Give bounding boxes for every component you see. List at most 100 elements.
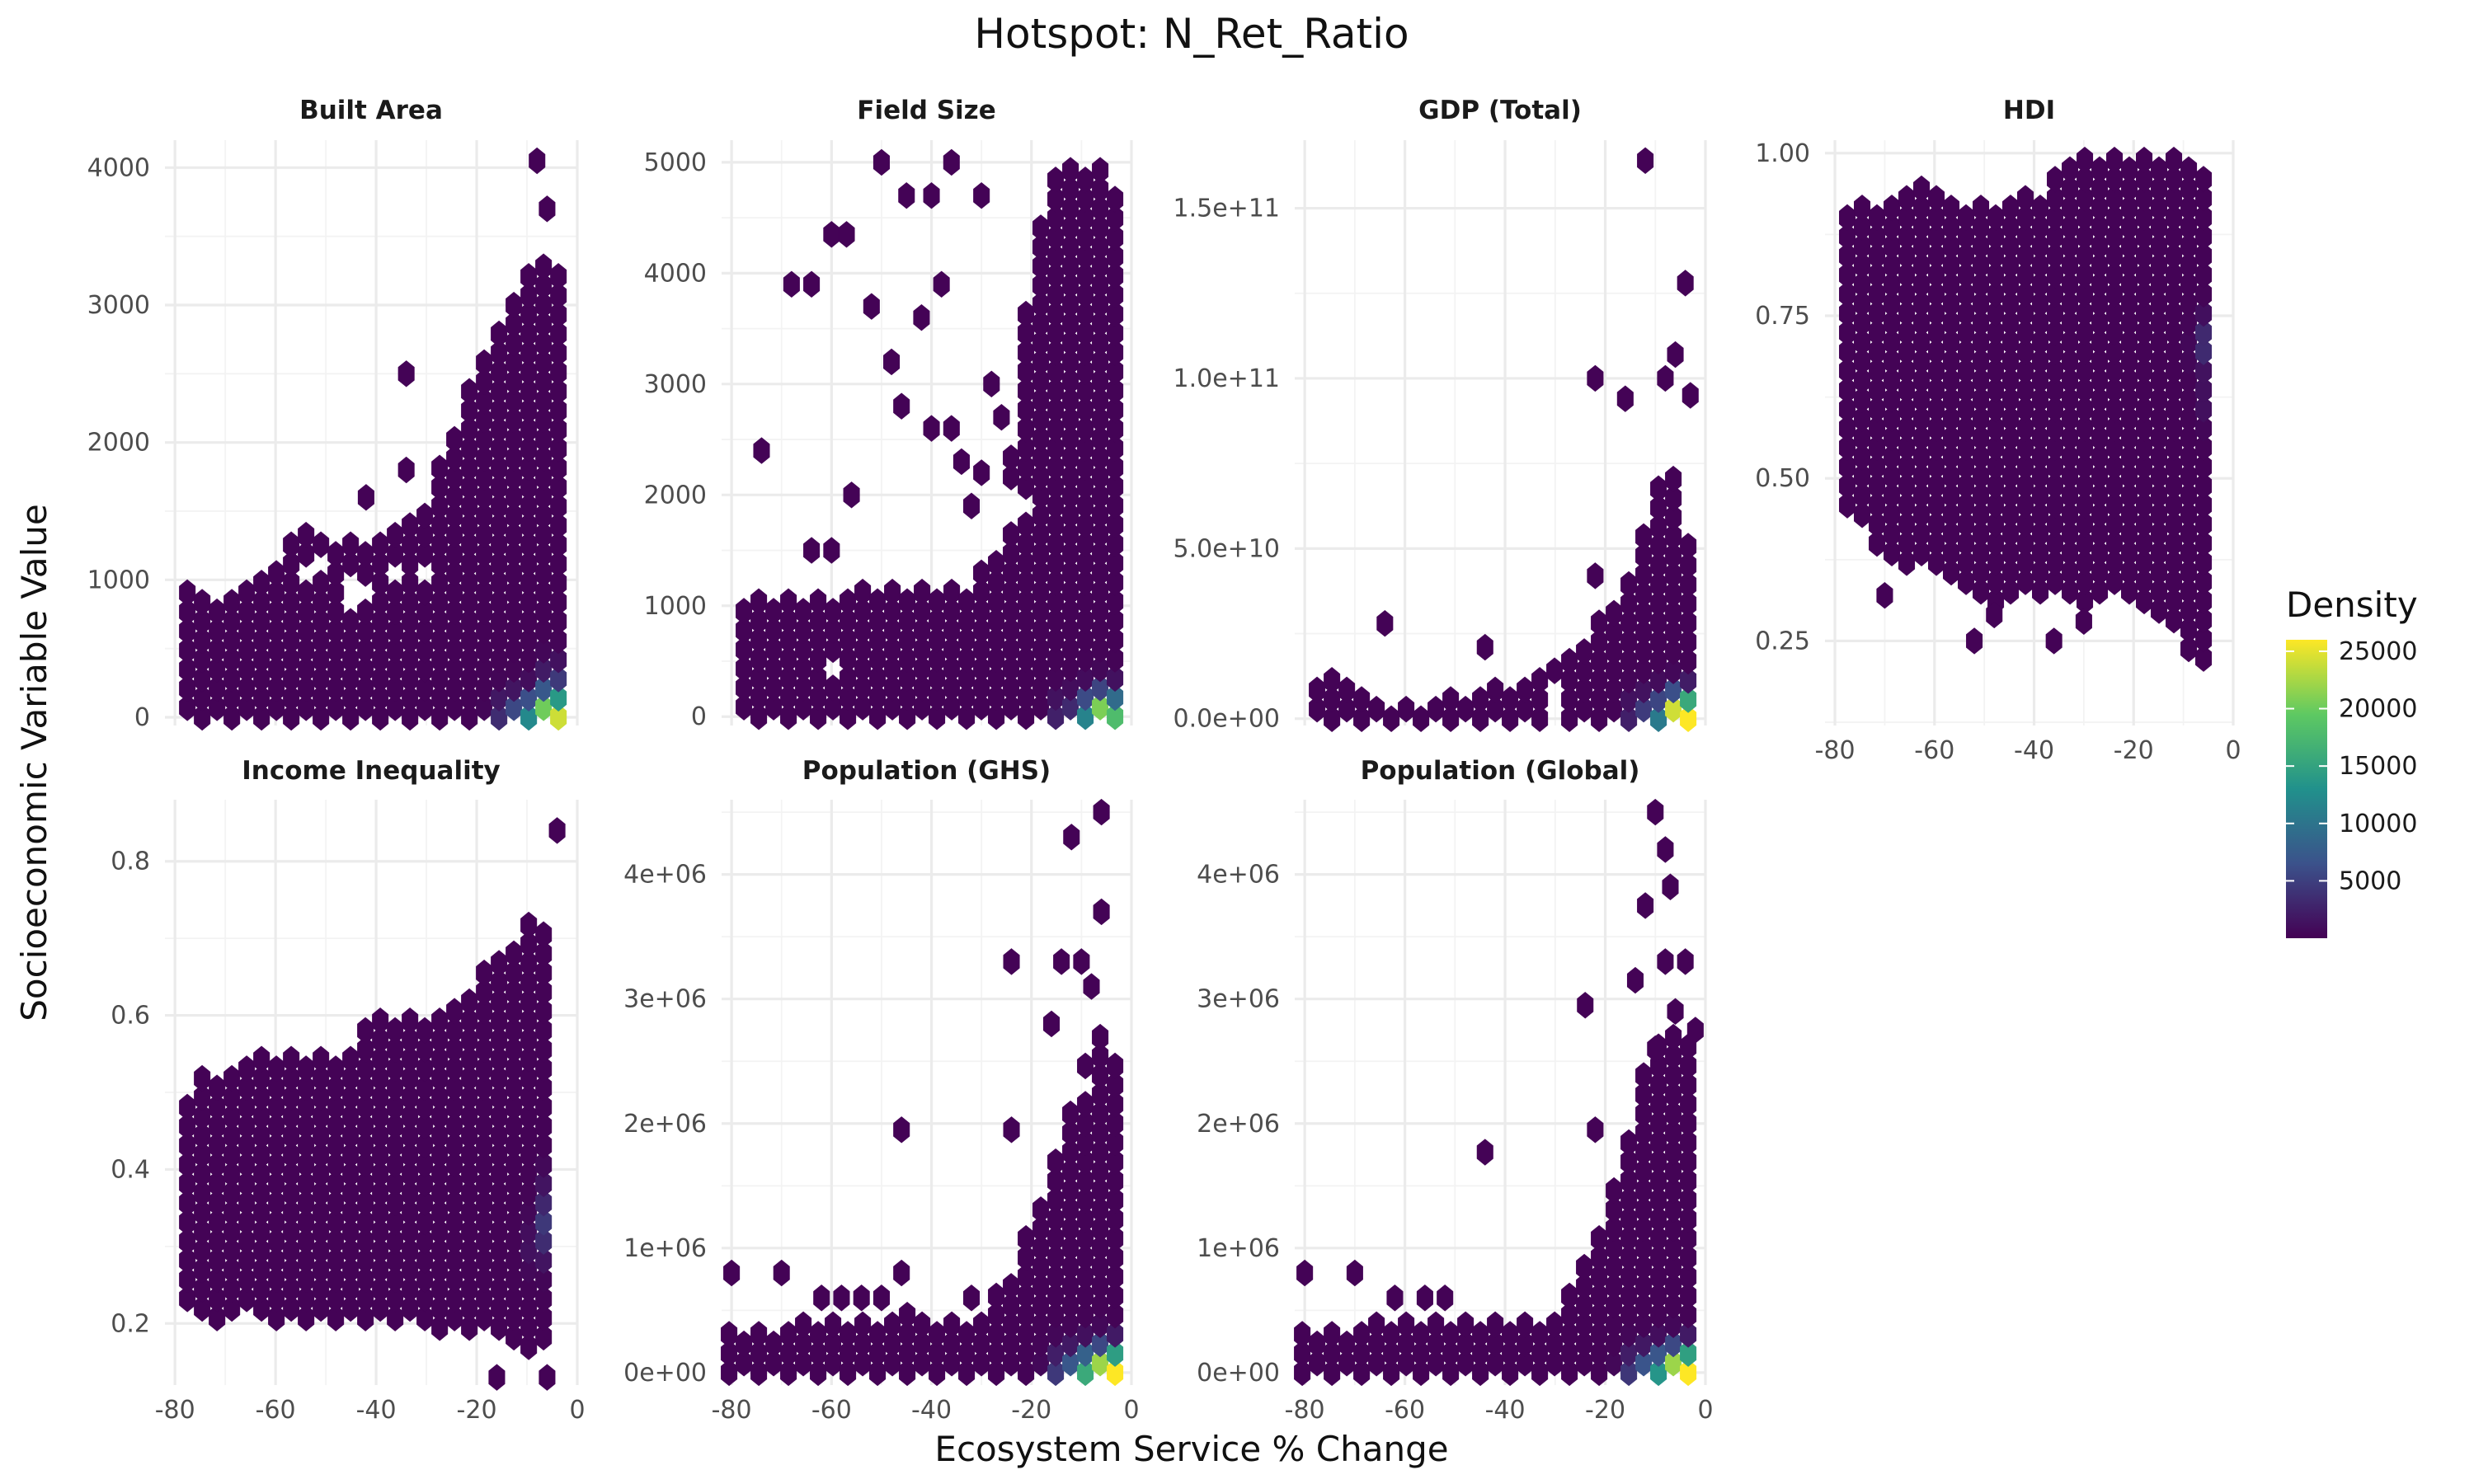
y-tick-label: 0.25 — [1755, 627, 1810, 655]
hex-cell — [550, 531, 567, 558]
legend-ticks: 5000 10000 15000 20000 25000 — [2286, 637, 2417, 895]
hex-cell — [1665, 465, 1682, 493]
y-tick-label: 0.8 — [111, 848, 150, 876]
hex-cell — [1107, 243, 1124, 270]
hex-cell — [535, 959, 553, 987]
hex-cell — [1531, 686, 1549, 713]
hex-cell — [313, 1045, 330, 1073]
hex-cell — [750, 1321, 768, 1348]
panel-0: Built Area 0 1000 2000 3000 4000 — [87, 96, 579, 732]
hex-cell — [1398, 695, 1415, 723]
hex-cell — [1107, 1359, 1124, 1387]
hex-cell — [1107, 1052, 1124, 1080]
hex-cell — [1665, 1023, 1682, 1051]
hex-cell — [2195, 587, 2213, 615]
hex-cell — [402, 570, 419, 597]
hex-cell — [923, 415, 940, 442]
hex-cell — [550, 703, 567, 731]
hex-cell — [1107, 1301, 1124, 1329]
hex-cell — [963, 492, 981, 519]
hex-cell — [535, 1132, 553, 1159]
x-tick-label: 0 — [2225, 736, 2241, 765]
hex-cell — [1107, 434, 1124, 462]
hex-cell — [914, 1311, 931, 1338]
hex-cell — [1107, 416, 1124, 443]
hex-cell — [2195, 223, 2213, 251]
hex-cell — [1107, 377, 1124, 405]
hex-cell — [952, 448, 970, 476]
hex-cell — [1680, 1091, 1697, 1118]
hex-cell — [943, 415, 960, 442]
hex-cell — [488, 1364, 506, 1391]
y-tick-label: 2000 — [644, 481, 707, 510]
hex-cell — [1680, 705, 1697, 732]
y-tick-label: 4000 — [87, 153, 150, 182]
x-tick-label: 0 — [1697, 1396, 1713, 1425]
hex-cell — [2195, 357, 2213, 385]
hex-cell — [550, 320, 567, 348]
y-tick-label: 2000 — [87, 429, 150, 458]
hex-cell — [1476, 633, 1493, 661]
hex-cell — [1294, 1321, 1311, 1348]
hex-cell — [1324, 667, 1341, 694]
hex-cell — [550, 627, 567, 655]
hex-cell — [803, 270, 821, 298]
hex-cell — [1107, 1205, 1124, 1233]
hex-cell — [1680, 1282, 1697, 1310]
hex-cell — [550, 512, 567, 539]
hex-cell — [983, 370, 1000, 398]
hex-cell — [1107, 1244, 1124, 1271]
hex-cell — [1680, 1359, 1697, 1387]
hex-cell — [1073, 948, 1090, 975]
y-tick-label: 4e+06 — [623, 861, 707, 890]
x-tick-label: -40 — [911, 1396, 952, 1425]
x-tick-label: -20 — [1585, 1396, 1625, 1425]
y-tick-label: 0.50 — [1755, 464, 1810, 493]
hex-cell — [397, 360, 415, 387]
y-tick-label: 0e+00 — [623, 1359, 707, 1388]
hex-cell — [803, 537, 821, 564]
hex-cell — [550, 397, 567, 425]
hex-cell — [1667, 340, 1684, 369]
hex-cell — [2195, 242, 2213, 270]
hex-cell — [1487, 676, 1504, 704]
legend-tick-label: 5000 — [2339, 866, 2401, 895]
y-tick-label: 1.5e+11 — [1174, 195, 1280, 223]
y-tick-label: 0.4 — [111, 1155, 150, 1184]
hex-cell — [1680, 590, 1697, 618]
hex-cell — [1531, 705, 1549, 732]
hex-cell — [773, 1259, 790, 1287]
hex-cell — [1657, 836, 1674, 863]
hex-cell — [1657, 948, 1674, 975]
hex-cell — [1107, 186, 1124, 213]
hex-cell — [899, 1301, 916, 1329]
hex-cell — [1107, 665, 1124, 692]
hex-cell — [550, 416, 567, 444]
hex-cell — [933, 270, 950, 298]
hex-cell — [2195, 606, 2213, 634]
hex-cell — [327, 579, 345, 607]
hex-cell — [1680, 571, 1697, 599]
hex-cell — [1107, 1091, 1124, 1118]
hex-cell — [1680, 533, 1697, 560]
hex-cell — [825, 1311, 842, 1338]
panel-2: GDP (Total) 0.0e+00 5.0e+10 1.0e+11 1.5e+11 — [1174, 96, 1707, 734]
hex-cell — [1062, 157, 1079, 184]
hex-cell — [1928, 185, 1945, 212]
hex-cell — [1093, 798, 1110, 826]
panel-strip-label: Income Inequality — [242, 756, 500, 786]
hex-cell — [973, 182, 990, 209]
hex-cell — [520, 911, 538, 939]
hex-cell — [539, 195, 556, 223]
hex-cell — [2195, 510, 2213, 538]
hex-cell — [1107, 223, 1124, 251]
hex-cell — [2195, 280, 2213, 308]
hex-cell — [1368, 695, 1385, 723]
hex-cell — [2195, 434, 2213, 462]
hex-cell — [893, 392, 910, 420]
hex-cell — [2195, 204, 2213, 232]
hex-cell — [1092, 1043, 1109, 1070]
hex-cell — [993, 403, 1010, 431]
y-tick-label: 0 — [134, 703, 150, 732]
hex-cell — [1107, 473, 1124, 500]
